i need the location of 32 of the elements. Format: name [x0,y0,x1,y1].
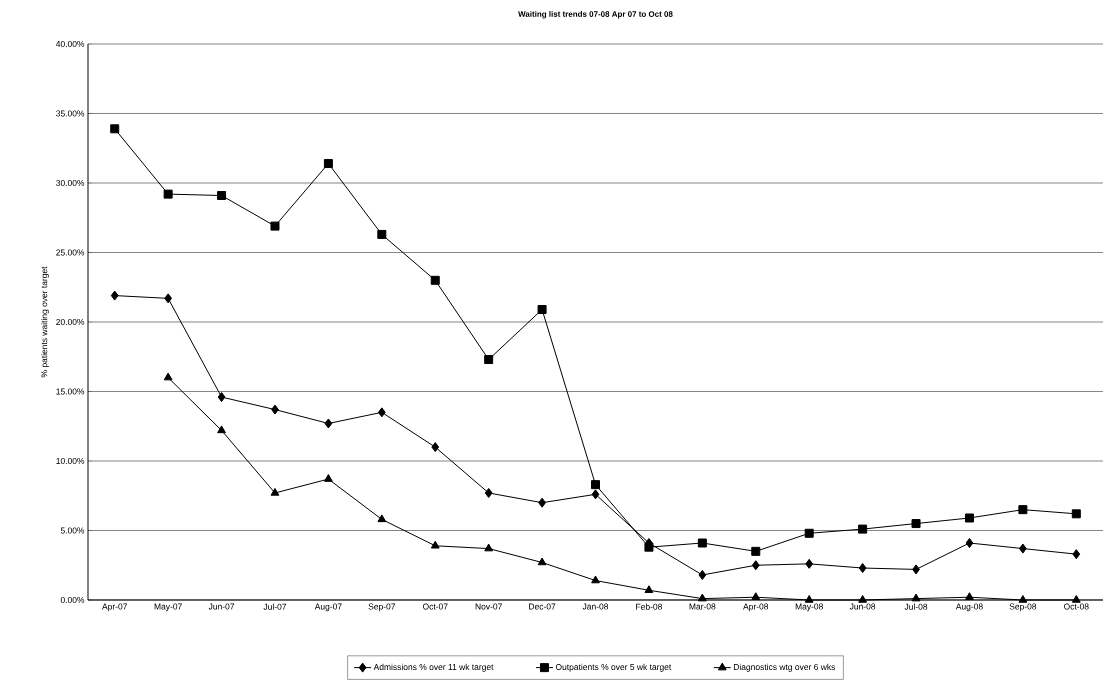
x-tick-label: May-08 [795,603,823,612]
x-tick-label: Jun-08 [849,603,876,610]
y-axis-title: % patients waiting over target [41,266,49,378]
x-tick-label: Dec-07 [529,603,556,610]
x-tick-label: Sep-07 [368,603,396,612]
y-tick-label: 0.00% [60,597,85,603]
y-tick-label: 10.00% [56,458,85,464]
y-tick-label: 20.00% [56,319,85,325]
x-tick-label: May-07 [154,603,182,612]
y-tick-label: 15.00% [56,388,85,395]
x-tick-label: Apr-07 [102,603,127,612]
x-tick-label: Nov-07 [475,603,502,610]
legend-label: Admissions % over 11 wk target [373,663,494,672]
legend-label: Outpatients % over 5 wk target [555,663,672,672]
x-tick-label: Oct-07 [422,603,448,610]
x-tick-label: Aug-07 [314,603,342,612]
x-tick-label: Jan-08 [582,603,609,610]
x-tick-label: Sep-08 [1009,603,1037,612]
y-tick-label: 5.00% [60,527,85,534]
x-tick-label: Feb-08 [636,603,662,610]
y-tick-label: 35.00% [56,110,85,117]
x-tick-label: Jun-07 [208,603,235,610]
x-tick-label: Jul-08 [904,603,928,610]
x-tick-label: Apr-08 [743,603,769,612]
legend-label: Diagnostics wtg over 6 wks [733,663,836,672]
x-tick-label: Mar-08 [689,603,716,610]
x-tick-label: Oct-08 [1064,603,1089,610]
y-tick-label: 40.00% [55,41,85,47]
y-tick-label: 30.00% [56,180,85,186]
x-tick-label: Jul-07 [263,603,287,610]
x-tick-label: Aug-08 [955,603,983,612]
y-tick-label: 25.00% [56,249,85,256]
